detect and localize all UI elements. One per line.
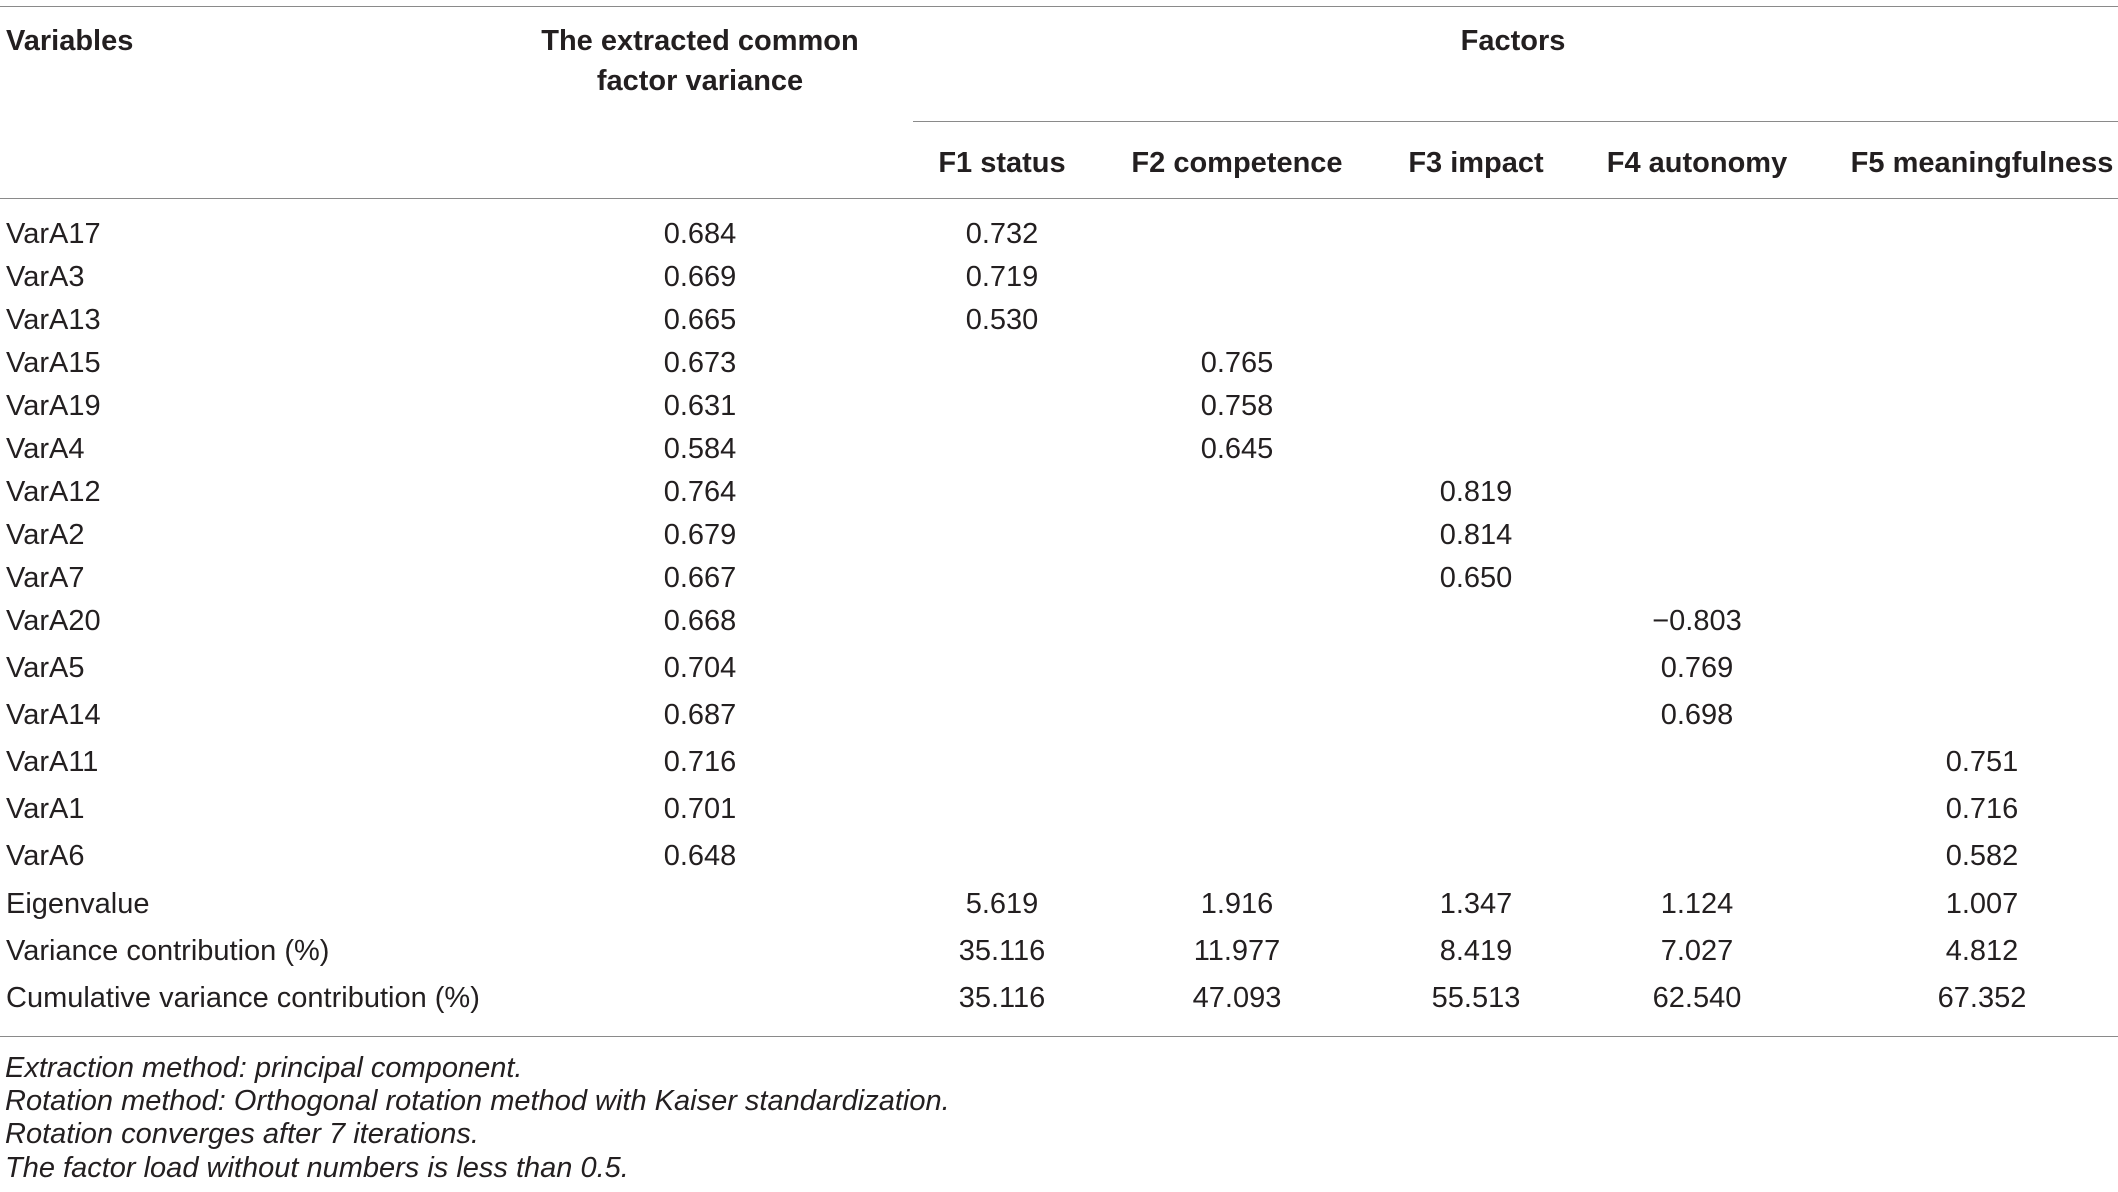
summary-label: Cumulative variance contribution (%): [6, 982, 480, 1014]
row-variable: VarA2: [6, 519, 85, 551]
row-communality: 0.667: [663, 562, 737, 594]
summary-label: Eigenvalue: [6, 888, 150, 920]
footnote: The factor load without numbers is less …: [5, 1152, 629, 1184]
factor-header-f1: F1 status: [938, 147, 1066, 179]
header-communality-line1: The extracted common: [541, 25, 859, 57]
row-variable: VarA1: [6, 793, 85, 825]
row-communality: 0.701: [663, 793, 737, 825]
row-variable: VarA17: [6, 218, 101, 250]
loading-f1: 0.732: [965, 218, 1039, 250]
row-variable: VarA6: [6, 840, 85, 872]
loading-f4: 0.698: [1660, 699, 1734, 731]
row-communality: 0.584: [663, 433, 737, 465]
summary-value-f5: 67.352: [1937, 982, 2027, 1014]
summary-label: Variance contribution (%): [6, 935, 330, 967]
row-communality: 0.764: [663, 476, 737, 508]
footnote: Extraction method: principal component.: [5, 1052, 523, 1084]
loading-f4: 0.769: [1660, 652, 1734, 684]
top-rule: [0, 6, 2118, 7]
row-variable: VarA5: [6, 652, 85, 684]
loading-f3: 0.814: [1439, 519, 1513, 551]
loading-f3: 0.819: [1439, 476, 1513, 508]
summary-value-f2: 11.977: [1193, 935, 1281, 967]
table-bottom-rule: [0, 1036, 2118, 1037]
row-communality: 0.716: [663, 746, 737, 778]
summary-value-f4: 1.124: [1660, 888, 1734, 920]
row-communality: 0.673: [663, 347, 737, 379]
summary-value-f2: 47.093: [1192, 982, 1282, 1014]
loading-f5: 0.582: [1945, 840, 2019, 872]
header-factors: Factors: [1460, 25, 1566, 57]
loading-f1: 0.719: [965, 261, 1039, 293]
row-variable: VarA4: [6, 433, 85, 465]
summary-value-f1: 35.116: [958, 982, 1046, 1014]
row-communality: 0.669: [663, 261, 737, 293]
row-variable: VarA19: [6, 390, 101, 422]
factor-header-f2: F2 competence: [1131, 147, 1343, 179]
summary-value-f5: 4.812: [1945, 935, 2019, 967]
row-variable: VarA15: [6, 347, 101, 379]
row-communality: 0.687: [663, 699, 737, 731]
footnote: Rotation method: Orthogonal rotation met…: [5, 1085, 950, 1117]
summary-value-f5: 1.007: [1945, 888, 2019, 920]
row-communality: 0.679: [663, 519, 737, 551]
loading-f2: 0.758: [1200, 390, 1274, 422]
loading-f5: 0.716: [1945, 793, 2019, 825]
loading-f1: 0.530: [965, 304, 1039, 336]
row-communality: 0.665: [663, 304, 737, 336]
loading-f5: 0.751: [1945, 746, 2019, 778]
factor-header-f3: F3 impact: [1408, 147, 1544, 179]
header-bottom-rule: [0, 198, 2118, 199]
summary-value-f3: 55.513: [1431, 982, 1521, 1014]
factor-header-f4: F4 autonomy: [1606, 147, 1788, 179]
loading-f2: 0.765: [1200, 347, 1274, 379]
summary-value-f1: 35.116: [958, 935, 1046, 967]
summary-value-f3: 1.347: [1439, 888, 1513, 920]
row-variable: VarA12: [6, 476, 101, 508]
row-variable: VarA3: [6, 261, 85, 293]
factor-header-f5: F5 meaningfulness: [1850, 147, 2114, 179]
header-communality: The extracted common factor variance: [541, 21, 858, 101]
row-communality: 0.631: [663, 390, 737, 422]
row-variable: VarA7: [6, 562, 85, 594]
row-communality: 0.704: [663, 652, 737, 684]
summary-value-f4: 7.027: [1660, 935, 1734, 967]
loading-f2: 0.645: [1200, 433, 1274, 465]
summary-value-f2: 1.916: [1200, 888, 1274, 920]
summary-value-f3: 8.419: [1439, 935, 1513, 967]
row-communality: 0.668: [663, 605, 737, 637]
row-variable: VarA20: [6, 605, 101, 637]
factors-underline: [913, 121, 2118, 122]
row-communality: 0.648: [663, 840, 737, 872]
loading-f4: −0.803: [1652, 605, 1742, 637]
header-communality-line2: factor variance: [596, 65, 804, 97]
summary-value-f4: 62.540: [1652, 982, 1742, 1014]
row-variable: VarA13: [6, 304, 101, 336]
row-variable: VarA14: [6, 699, 101, 731]
loading-f3: 0.650: [1439, 562, 1513, 594]
header-variables: Variables: [6, 25, 134, 57]
footnote: Rotation converges after 7 iterations.: [5, 1118, 479, 1150]
row-variable: VarA11: [6, 746, 99, 778]
summary-value-f1: 5.619: [965, 888, 1039, 920]
row-communality: 0.684: [663, 218, 737, 250]
